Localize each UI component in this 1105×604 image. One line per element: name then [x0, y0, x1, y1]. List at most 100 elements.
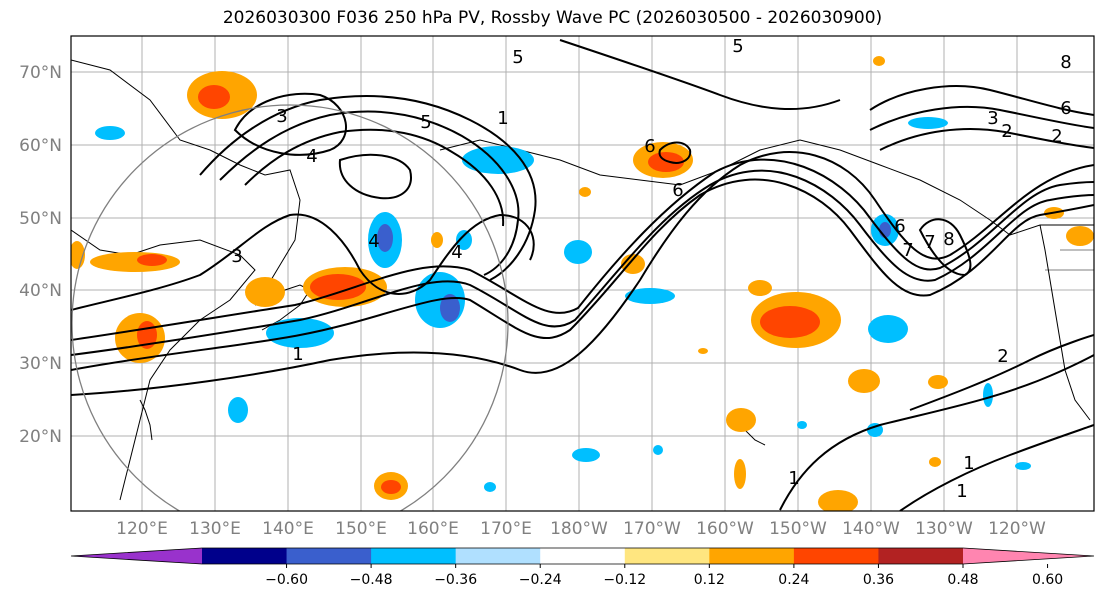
colorbar-tick-label: −0.60: [265, 572, 308, 588]
colorbar-tick-label: 0.12: [694, 572, 725, 588]
contour-label: 6: [1060, 98, 1071, 119]
neg-anomaly: [983, 383, 993, 407]
colorbar-segment: [286, 548, 372, 564]
pv-contour-east-3: [879, 128, 1094, 151]
colorbar-segment: [202, 548, 288, 564]
contour-label: 5: [512, 47, 523, 68]
lat-label-50n: 50°N: [19, 209, 62, 229]
pos-anomaly: [90, 252, 180, 272]
pos-anomaly: [1066, 226, 1094, 246]
colorbar-segment: [878, 548, 964, 564]
neg-anomaly: [456, 230, 472, 250]
colorbar-tick-label: 0.48: [947, 572, 978, 588]
colorbar-segment: [540, 548, 626, 564]
lat-label-60n: 60°N: [19, 136, 62, 156]
neg-anomaly: [484, 482, 496, 492]
lon-label-130w: 130°W: [915, 519, 973, 539]
neg-anomaly: [266, 318, 334, 348]
na-west-coastline: [1039, 224, 1091, 421]
lon-label-140e: 140°E: [262, 519, 314, 539]
latitude-labels: 70°N 60°N 50°N 40°N 30°N 20°N: [19, 63, 62, 447]
pos-anomaly: [245, 277, 285, 307]
pos-anomaly-core: [760, 306, 820, 338]
colorbar-tick-label: 0.60: [1032, 572, 1063, 588]
pv-contour-4-closed: [338, 153, 412, 200]
map-frame: [70, 35, 1095, 512]
colorbar-tick-label: 0.36: [863, 572, 894, 588]
neg-anomaly: [572, 448, 600, 462]
contour-label: 3: [231, 246, 242, 267]
neg-anomaly: [867, 423, 883, 437]
lon-label-160w: 160°W: [696, 519, 754, 539]
graticule: [71, 36, 1094, 511]
pos-anomaly-core: [310, 274, 366, 300]
map-background: [71, 36, 1094, 511]
neg-anomaly: [653, 445, 663, 455]
pos-anomaly: [873, 56, 885, 66]
contour-label: 2: [1001, 121, 1012, 142]
pv-contour-5: [71, 213, 535, 311]
contour-label: 6: [644, 136, 655, 157]
contour-label: 5: [732, 36, 743, 57]
pos-anomaly: [579, 187, 591, 197]
colorbar-tick-label: −0.24: [519, 572, 562, 588]
colorbar-outline: [70, 547, 1095, 565]
colorbar-segment: [793, 548, 879, 564]
contour-label: 3: [987, 108, 998, 129]
lon-label-120e: 120°E: [116, 519, 168, 539]
pos-anomaly: [431, 232, 443, 248]
pv-contour-8-closed: [918, 218, 972, 277]
neg-anomaly: [797, 421, 807, 429]
contour-label: 2: [1051, 126, 1062, 147]
colorbar-tick-label: −0.36: [434, 572, 477, 588]
pos-anomaly: [929, 457, 941, 467]
state-borders: [1045, 224, 1094, 271]
pv-contour-6: [199, 95, 537, 281]
contour-label: 6: [894, 216, 905, 237]
pos-anomaly-core: [137, 254, 167, 266]
pos-anomaly: [734, 459, 746, 489]
pos-anomaly-core: [381, 480, 401, 494]
pv-contours: [71, 39, 1094, 511]
lat-label-30n: 30°N: [19, 354, 62, 374]
colorbar-segment: [455, 548, 541, 564]
pos-anomaly: [698, 348, 708, 354]
neg-anomaly: [868, 315, 908, 343]
pv-contour-alaska-6: [658, 141, 692, 164]
colorbar: −0.60 −0.48 −0.36 −0.24 −0.12 0.12 0.24 0.36 0.4…: [70, 547, 1095, 588]
neg-anomaly: [564, 240, 592, 264]
colorbar-segment: [371, 548, 457, 564]
neg-anomaly-core: [440, 294, 460, 322]
lon-label-180w: 180°W: [550, 519, 608, 539]
contour-label: 5: [420, 112, 431, 133]
pv-contour-1: [71, 178, 1094, 371]
pv-contour-east-1: [869, 85, 1094, 116]
pv-contour-5-north: [559, 39, 841, 111]
contour-label: 7: [902, 240, 913, 261]
radius-circle: [71, 104, 509, 511]
colorbar-tick-label: −0.12: [603, 572, 646, 588]
pos-anomaly: [748, 280, 772, 296]
lon-label-160e: 160°E: [407, 519, 459, 539]
pv-contour-2-south: [909, 334, 1094, 411]
pv-contour-1-south-2: [899, 424, 1094, 511]
contour-label: 1: [963, 453, 974, 474]
neg-anomaly: [228, 397, 248, 423]
colorbar-segment: [624, 548, 710, 564]
lon-label-170e: 170°E: [480, 519, 532, 539]
pv-contour-east-2: [869, 105, 1094, 131]
pv-contour-7: [219, 110, 520, 276]
lon-label-150e: 150°E: [335, 519, 387, 539]
longitude-labels: 120°E 130°E 140°E 150°E 160°E 170°E 180°…: [116, 519, 1046, 539]
pos-anomaly: [71, 241, 85, 269]
lon-label-150w: 150°W: [769, 519, 827, 539]
neg-anomaly: [462, 146, 534, 174]
lon-label-130e: 130°E: [189, 519, 241, 539]
lat-label-70n: 70°N: [19, 63, 62, 83]
pv-contour-3-closed: [233, 92, 347, 156]
neg-anomaly: [908, 117, 948, 129]
contour-labels: 5 5 3 4 5 1 3 4 1 4 6 3 2 6 8 1 1 1 2 2 …: [231, 36, 1071, 502]
colorbar-tick-label: 0.24: [778, 572, 809, 588]
contour-label: 8: [1060, 52, 1071, 73]
